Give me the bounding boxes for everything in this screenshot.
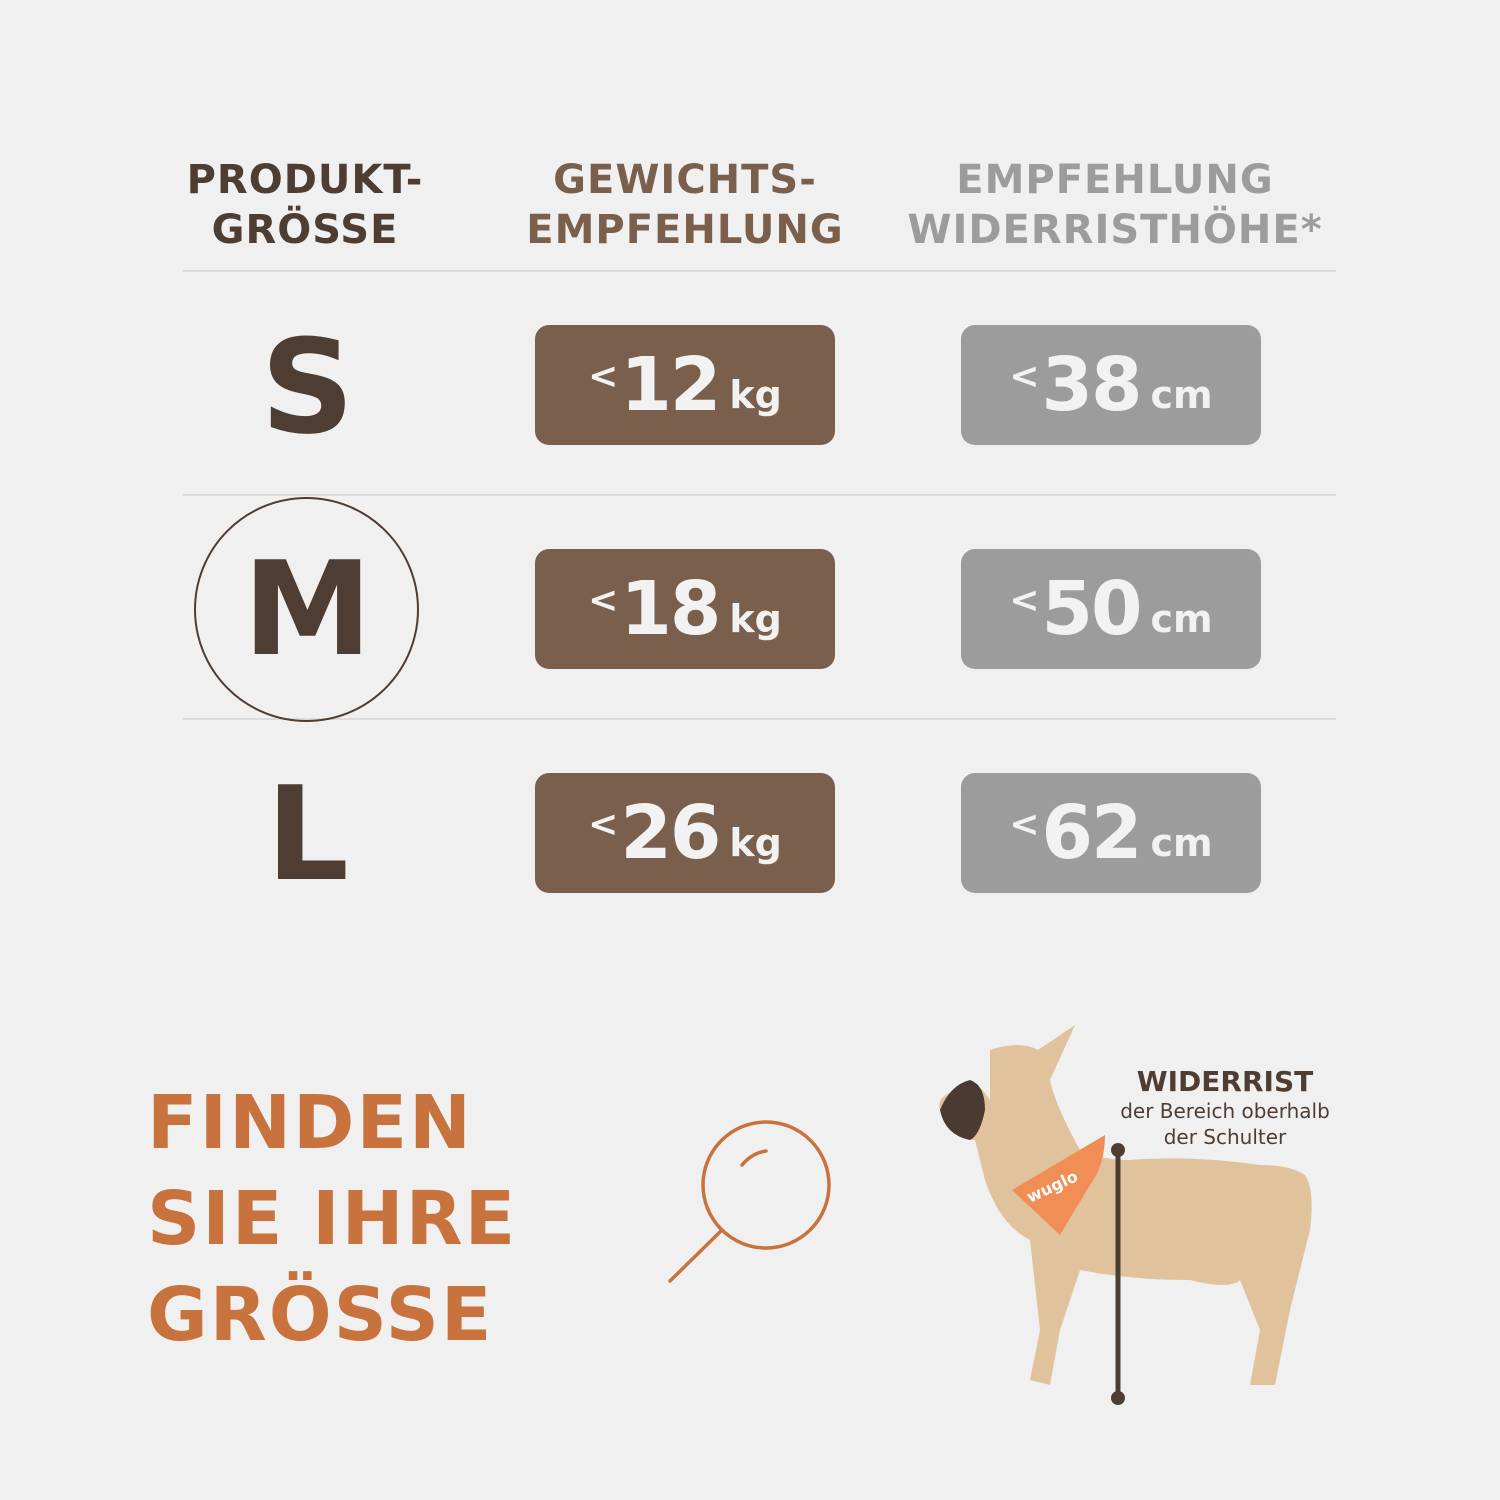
weight-badge: <26 kg xyxy=(535,773,835,893)
size-s: S xyxy=(260,311,355,463)
less-than: < xyxy=(1009,803,1040,845)
headline-line: GRÖSSE xyxy=(147,1272,494,1358)
headline-line: SIE IHRE xyxy=(147,1176,518,1262)
less-than: < xyxy=(588,579,619,621)
height-unit: cm xyxy=(1150,373,1213,417)
selected-size-circle xyxy=(194,497,419,722)
height-badge: <38 cm xyxy=(961,325,1261,445)
header-weight: GEWICHTS- EMPFEHLUNG xyxy=(510,155,860,255)
header-product-size: PRODUKT- GRÖSSE xyxy=(150,155,460,255)
annotation-line: der Bereich oberhalb xyxy=(1120,1099,1330,1123)
divider xyxy=(183,494,1336,496)
header-line: PRODUKT- xyxy=(186,157,424,203)
header-line: WIDERRISTHÖHE* xyxy=(907,207,1323,253)
size-l: L xyxy=(266,758,349,910)
size-m: M xyxy=(242,533,373,685)
height-badge: <62 cm xyxy=(961,773,1261,893)
headline-line: FINDEN xyxy=(147,1080,473,1166)
dog-illustration: wuglo xyxy=(939,1025,1312,1405)
weight-unit: kg xyxy=(729,373,782,417)
header-line: EMPFEHLUNG xyxy=(526,207,844,253)
less-than: < xyxy=(1009,355,1040,397)
height-value: 50 xyxy=(1041,566,1143,652)
weight-value: 18 xyxy=(620,566,721,652)
header-line: GEWICHTS- xyxy=(553,157,817,203)
headline: FINDEN SIE IHRE GRÖSSE xyxy=(147,1075,517,1363)
height-unit: cm xyxy=(1150,821,1213,865)
bandana xyxy=(1012,1135,1105,1235)
weight-badge: <18 kg xyxy=(535,549,835,669)
weight-value: 12 xyxy=(620,342,721,428)
annotation-title: WIDERRIST xyxy=(1136,1065,1314,1098)
header-line: EMPFEHLUNG xyxy=(956,157,1274,203)
weight-unit: kg xyxy=(729,821,782,865)
height-unit: cm xyxy=(1150,597,1213,641)
divider xyxy=(183,270,1336,272)
weight-unit: kg xyxy=(729,597,782,641)
height-value: 38 xyxy=(1041,342,1143,428)
less-than: < xyxy=(588,355,619,397)
divider xyxy=(183,718,1336,720)
header-line: GRÖSSE xyxy=(211,207,399,253)
weight-badge: <12 kg xyxy=(535,325,835,445)
height-value: 62 xyxy=(1041,790,1143,876)
header-height: EMPFEHLUNG WIDERRISTHÖHE* xyxy=(890,155,1340,255)
magnifier-icon xyxy=(668,1120,831,1283)
height-badge: <50 cm xyxy=(961,549,1261,669)
less-than: < xyxy=(588,803,619,845)
weight-value: 26 xyxy=(620,790,721,876)
annotation-line: der Schulter xyxy=(1163,1125,1287,1149)
less-than: < xyxy=(1009,579,1040,621)
annotation-text: der Bereich oberhalb der Schulter xyxy=(1085,1098,1365,1150)
